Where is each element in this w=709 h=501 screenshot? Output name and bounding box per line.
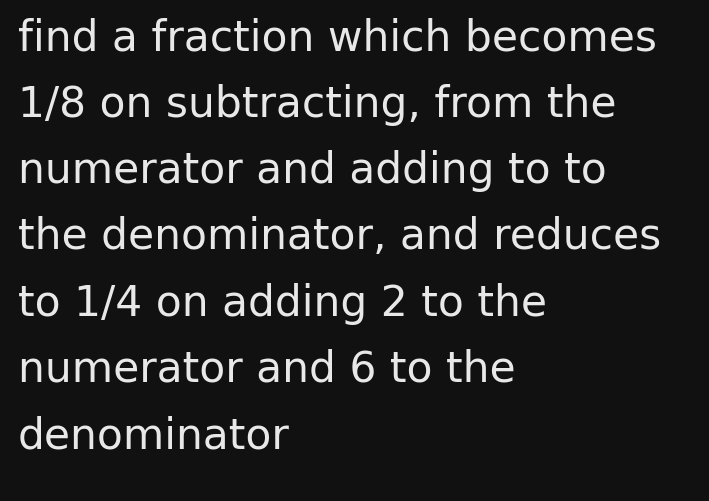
- Text: denominator: denominator: [18, 414, 289, 456]
- Text: to 1/4 on adding 2 to the: to 1/4 on adding 2 to the: [18, 282, 547, 324]
- Text: numerator and adding to to: numerator and adding to to: [18, 150, 606, 192]
- Text: find a fraction which becomes: find a fraction which becomes: [18, 18, 657, 60]
- Text: 1/8 on subtracting, from the: 1/8 on subtracting, from the: [18, 84, 616, 126]
- Text: numerator and 6 to the: numerator and 6 to the: [18, 348, 515, 390]
- Text: the denominator, and reduces: the denominator, and reduces: [18, 216, 661, 258]
